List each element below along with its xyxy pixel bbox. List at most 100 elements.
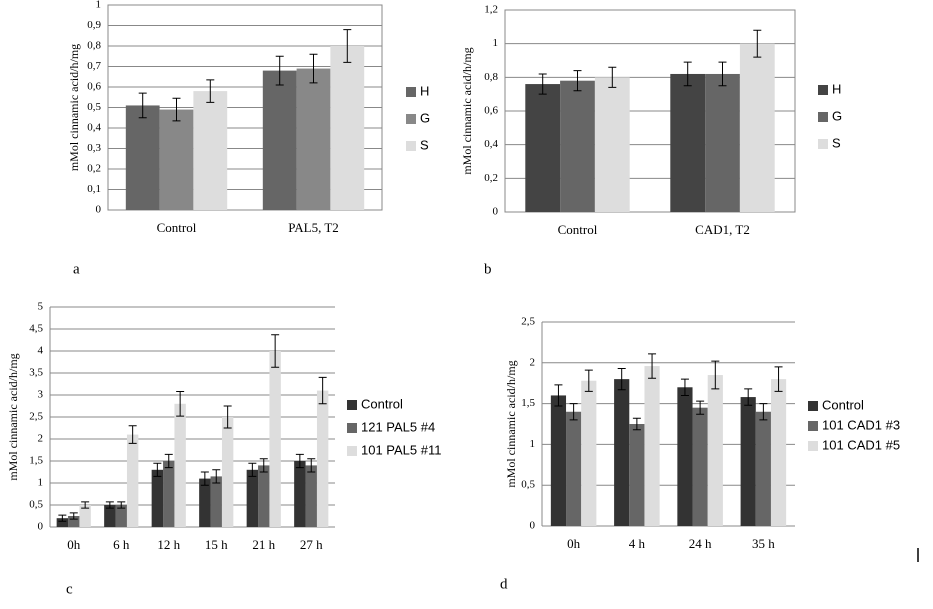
x-tick-label: 21 h	[252, 537, 275, 552]
error-bar	[318, 376, 327, 405]
y-tick-label: 0,3	[87, 142, 101, 154]
bar	[707, 375, 723, 526]
bar	[670, 73, 706, 212]
error-bar	[307, 458, 316, 473]
x-tick-label: PAL5, T2	[288, 220, 339, 235]
bar	[770, 379, 787, 526]
y-tick-label: 0,7	[87, 60, 101, 72]
bar	[258, 465, 270, 527]
y-tick-label: 1,5	[29, 455, 43, 467]
y-tick-label: 3	[38, 389, 44, 401]
bar	[566, 411, 582, 526]
error-bar	[538, 73, 547, 95]
x-tick-label: Control	[558, 222, 598, 237]
error-bar	[774, 366, 783, 392]
bar	[199, 478, 211, 527]
x-tick-label: 0h	[67, 537, 81, 552]
legend-swatch	[808, 421, 818, 431]
bar	[594, 77, 630, 212]
error-bar	[680, 378, 689, 396]
y-tick-label: 1,5	[521, 397, 535, 409]
x-tick-label: 4 h	[629, 536, 646, 551]
error-bar	[648, 353, 657, 379]
x-tick-label: 6 h	[113, 537, 130, 552]
y-tick-label: 0,5	[87, 101, 101, 113]
error-bar	[206, 79, 215, 103]
bar	[581, 380, 597, 526]
error-bar	[248, 462, 257, 477]
y-axis-label: mMol cinnamic acid/h/mg	[6, 353, 20, 480]
y-tick-label: 0,2	[484, 172, 498, 184]
bar	[316, 390, 329, 527]
legend-label: 101 CAD1 #3	[822, 417, 900, 432]
y-tick-label: 4	[38, 345, 44, 357]
y-tick-label: 1	[493, 37, 499, 49]
bar	[692, 407, 708, 526]
bar	[740, 397, 756, 526]
error-bar	[212, 469, 221, 484]
error-bar	[153, 462, 162, 477]
legend-label: 101 PAL5 #11	[361, 442, 441, 457]
y-tick-label: 5	[38, 301, 44, 313]
y-tick-label: 0	[530, 520, 536, 532]
legend-label: G	[420, 110, 430, 125]
bar	[104, 505, 116, 527]
legend-label: H	[832, 81, 841, 96]
y-tick-label: 0,8	[484, 71, 498, 83]
bar	[525, 84, 561, 212]
error-bar	[683, 61, 692, 87]
y-tick-label: 0,4	[87, 122, 101, 134]
panel-label: a	[73, 261, 80, 277]
legend-label: Control	[361, 396, 403, 411]
x-tick-label: 12 h	[157, 537, 180, 552]
bar	[115, 505, 127, 527]
legend-swatch	[808, 401, 818, 411]
bar	[246, 469, 259, 527]
y-tick-label: 2,5	[521, 316, 535, 328]
legend-swatch	[347, 423, 357, 433]
y-tick-label: 0,5	[521, 479, 535, 491]
error-bar	[271, 334, 280, 368]
bar	[56, 518, 69, 527]
error-bar	[632, 417, 641, 431]
legend-swatch	[406, 87, 416, 97]
y-tick-label: 0	[493, 206, 499, 218]
panel-label: c	[66, 581, 73, 597]
error-bar	[223, 405, 232, 429]
error-bar	[744, 388, 753, 406]
bar	[221, 417, 234, 527]
y-tick-label: 0,6	[484, 105, 498, 117]
bar	[755, 411, 771, 526]
error-bar	[69, 512, 78, 520]
panel-label: d	[500, 576, 508, 592]
y-tick-label: 0,4	[484, 138, 498, 150]
bar	[210, 476, 222, 527]
legend-label: H	[420, 83, 429, 98]
error-bar	[172, 97, 181, 122]
error-bar	[718, 61, 727, 87]
y-tick-label: 0,6	[87, 81, 101, 93]
bar	[305, 465, 317, 527]
error-bar	[309, 53, 318, 84]
bar	[550, 395, 567, 526]
legend-swatch	[406, 114, 416, 124]
y-tick-label: 1	[530, 438, 536, 450]
error-bar	[569, 403, 578, 421]
x-tick-label: 15 h	[205, 537, 228, 552]
error-bar	[617, 368, 626, 391]
bar	[125, 105, 160, 210]
legend-label: 121 PAL5 #4	[361, 419, 435, 434]
legend-swatch	[818, 112, 828, 122]
error-bar	[176, 390, 185, 417]
y-tick-label: 1	[38, 477, 44, 489]
bar	[644, 366, 660, 526]
bar	[68, 516, 80, 527]
bar	[159, 109, 194, 210]
error-bar	[608, 66, 617, 88]
bar	[705, 73, 740, 212]
legend-swatch	[808, 441, 818, 451]
x-tick-label: Control	[157, 220, 197, 235]
error-bar	[128, 425, 137, 444]
error-bar	[584, 369, 593, 392]
